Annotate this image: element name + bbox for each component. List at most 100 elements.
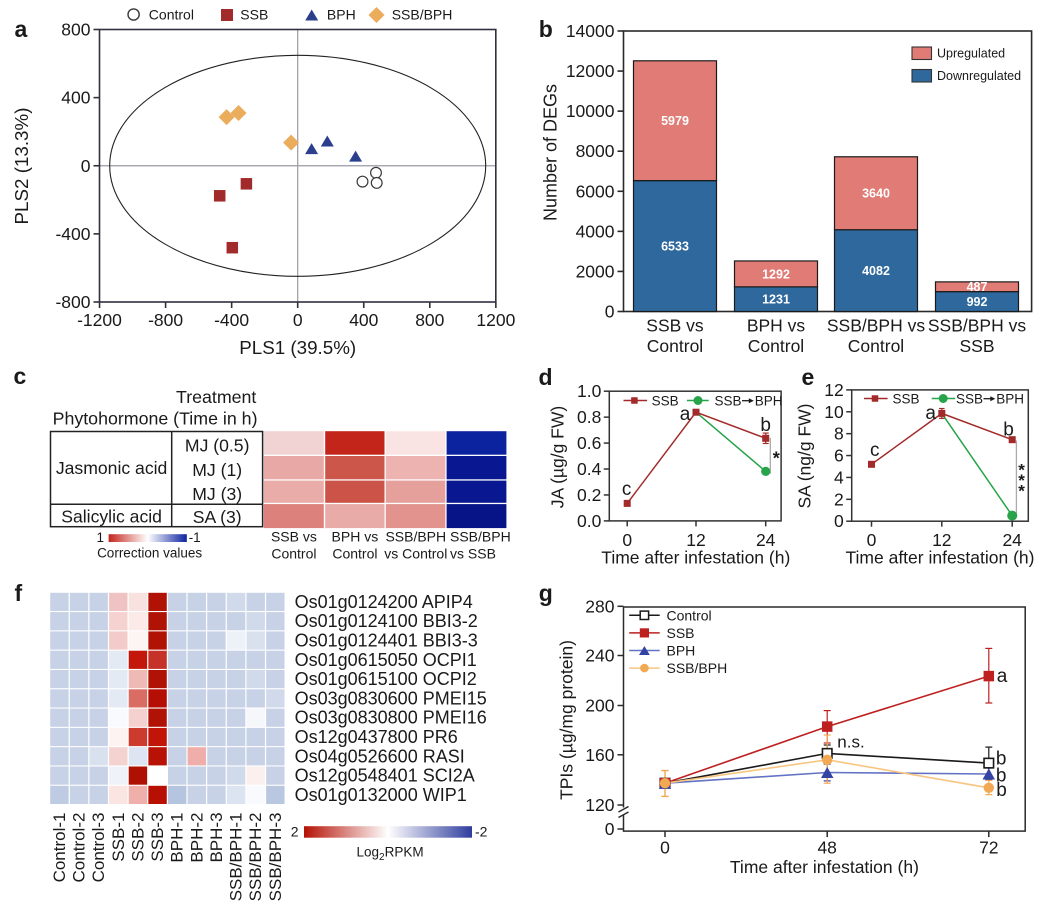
svg-text:f: f: [15, 580, 23, 606]
svg-text:BPH vs: BPH vs: [332, 529, 379, 545]
svg-text:SA (3): SA (3): [193, 507, 242, 527]
svg-text:MJ (0.5): MJ (0.5): [185, 436, 250, 456]
svg-text:0.8: 0.8: [577, 407, 601, 427]
svg-text:*: *: [1018, 460, 1025, 479]
svg-text:a: a: [925, 403, 936, 424]
svg-text:0: 0: [660, 838, 670, 858]
svg-text:Correction values: Correction values: [97, 546, 202, 561]
svg-text:SSB/BPH vs: SSB/BPH vs: [827, 316, 925, 336]
svg-text:Control-3: Control-3: [89, 812, 108, 882]
svg-text:4000: 4000: [576, 221, 615, 241]
svg-text:SSB vs: SSB vs: [646, 316, 704, 336]
svg-text:Os12g0437800 PR6: Os12g0437800 PR6: [295, 727, 458, 747]
svg-text:-800: -800: [55, 292, 90, 312]
svg-text:0: 0: [834, 511, 844, 531]
svg-text:8000: 8000: [576, 141, 615, 161]
svg-text:12: 12: [824, 380, 843, 400]
svg-text:Control: Control: [271, 546, 316, 562]
svg-text:0: 0: [293, 310, 303, 330]
svg-text:0.6: 0.6: [577, 433, 601, 453]
svg-text:10000: 10000: [566, 101, 615, 121]
svg-text:g: g: [539, 580, 553, 606]
svg-text:MJ (1): MJ (1): [192, 460, 242, 480]
svg-text:2000: 2000: [576, 261, 615, 281]
svg-text:Salicylic acid: Salicylic acid: [61, 507, 162, 527]
svg-text:0.4: 0.4: [577, 459, 602, 479]
svg-text:PLS2 (13.3%): PLS2 (13.3%): [11, 108, 32, 225]
svg-text:487: 487: [967, 280, 988, 294]
svg-text:BPH vs: BPH vs: [747, 316, 806, 336]
svg-text:800: 800: [61, 20, 90, 40]
svg-text:12: 12: [932, 530, 951, 550]
svg-text:Os12g0548401 SCI2A: Os12g0548401 SCI2A: [295, 766, 475, 786]
svg-text:-400: -400: [55, 224, 90, 244]
svg-text:6533: 6533: [661, 240, 689, 254]
svg-text:10: 10: [824, 402, 844, 422]
svg-text:SSB: SSB: [667, 625, 695, 641]
svg-text:Number of DEGs: Number of DEGs: [541, 84, 561, 221]
svg-text:Os01g0124200 APIP4: Os01g0124200 APIP4: [295, 592, 473, 612]
svg-text:-400: -400: [214, 310, 249, 330]
svg-text:1231: 1231: [762, 293, 790, 307]
svg-text:SSB/BPH-1: SSB/BPH-1: [227, 812, 246, 901]
svg-text:0: 0: [81, 156, 91, 176]
svg-text:PLS1 (39.5%): PLS1 (39.5%): [239, 337, 356, 358]
svg-text:Os03g0830800 PMEI16: Os03g0830800 PMEI16: [295, 708, 487, 728]
svg-text:1: 1: [96, 530, 104, 545]
svg-text:0.2: 0.2: [577, 485, 601, 505]
svg-text:MJ (3): MJ (3): [192, 484, 242, 504]
svg-text:992: 992: [967, 295, 988, 309]
svg-text:SSB vs: SSB vs: [271, 529, 317, 545]
svg-text:400: 400: [61, 88, 90, 108]
svg-text:Jasmonic acid: Jasmonic acid: [56, 458, 167, 478]
svg-text:*: *: [773, 449, 780, 469]
svg-text:Downregulated: Downregulated: [937, 69, 1021, 83]
svg-text:5979: 5979: [661, 114, 689, 128]
svg-text:Treatment: Treatment: [176, 387, 256, 407]
svg-text:SSB/BPH: SSB/BPH: [392, 7, 453, 23]
svg-text:SSB/BPH: SSB/BPH: [385, 529, 446, 545]
svg-text:SSB/BPH: SSB/BPH: [450, 529, 511, 545]
svg-text:12000: 12000: [566, 61, 615, 81]
svg-text:SA (ng/g FW): SA (ng/g FW): [795, 403, 815, 508]
svg-text:72: 72: [979, 838, 998, 858]
svg-text:BPH-2: BPH-2: [187, 813, 206, 863]
svg-text:c: c: [14, 363, 27, 389]
svg-text:SSB: SSB: [715, 393, 742, 408]
svg-text:a: a: [680, 404, 691, 425]
svg-text:SSB-3: SSB-3: [148, 812, 167, 861]
svg-text:8: 8: [834, 424, 844, 444]
svg-text:Control: Control: [848, 336, 904, 356]
svg-text:-800: -800: [148, 310, 183, 330]
svg-text:800: 800: [415, 310, 444, 330]
svg-text:SSB: SSB: [956, 391, 983, 406]
svg-text:b: b: [996, 749, 1007, 770]
svg-text:240: 240: [585, 646, 614, 666]
svg-text:1200: 1200: [476, 310, 515, 330]
svg-text:120: 120: [585, 795, 614, 815]
svg-text:200: 200: [585, 696, 614, 716]
svg-text:vs Control: vs Control: [384, 546, 447, 562]
svg-text:BPH: BPH: [755, 393, 783, 408]
svg-text:SSB/BPH: SSB/BPH: [667, 660, 728, 676]
svg-text:Control: Control: [149, 7, 194, 23]
svg-text:a: a: [997, 666, 1008, 687]
svg-text:SSB: SSB: [893, 391, 920, 406]
svg-text:BPH: BPH: [667, 643, 696, 659]
svg-text:Control-2: Control-2: [70, 813, 89, 883]
svg-text:280: 280: [585, 596, 614, 616]
svg-text:b: b: [1003, 420, 1014, 441]
svg-text:Phytohormone (Time in h): Phytohormone (Time in h): [53, 408, 258, 428]
svg-text:14000: 14000: [566, 21, 615, 41]
svg-text:400: 400: [349, 310, 378, 330]
svg-text:JA (µg/g FW): JA (µg/g FW): [548, 406, 568, 508]
svg-text:0: 0: [622, 530, 632, 550]
svg-text:SSB/BPH vs: SSB/BPH vs: [928, 316, 1026, 336]
svg-text:b: b: [539, 16, 553, 42]
svg-text:-1200: -1200: [77, 310, 122, 330]
svg-text:6000: 6000: [576, 181, 615, 201]
svg-text:BPH-3: BPH-3: [207, 812, 226, 862]
svg-text:SSB-2: SSB-2: [128, 813, 147, 862]
svg-text:Os01g0615100 OCPI2: Os01g0615100 OCPI2: [295, 669, 477, 689]
svg-text:0: 0: [605, 302, 615, 322]
